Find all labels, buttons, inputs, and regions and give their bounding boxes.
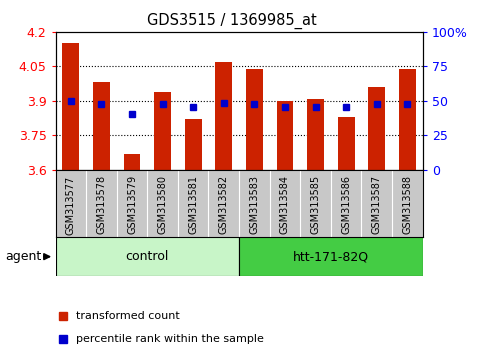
Text: percentile rank within the sample: percentile rank within the sample: [76, 334, 264, 344]
Bar: [185, 119, 201, 170]
Bar: [93, 82, 110, 170]
Text: GSM313582: GSM313582: [219, 175, 229, 234]
Text: GSM313583: GSM313583: [249, 175, 259, 234]
Bar: [246, 69, 263, 170]
Text: GSM313580: GSM313580: [157, 175, 168, 234]
Text: GSM313577: GSM313577: [66, 175, 76, 235]
Bar: [399, 69, 416, 170]
Text: htt-171-82Q: htt-171-82Q: [293, 250, 369, 263]
Bar: [154, 92, 171, 170]
Text: GSM313578: GSM313578: [97, 175, 106, 234]
Bar: [277, 101, 293, 170]
Text: GSM313587: GSM313587: [372, 175, 382, 234]
Text: GSM313579: GSM313579: [127, 175, 137, 234]
Bar: [307, 99, 324, 170]
Bar: [215, 62, 232, 170]
Text: agent: agent: [5, 250, 41, 263]
Text: GSM313586: GSM313586: [341, 175, 351, 234]
Text: GDS3515 / 1369985_at: GDS3515 / 1369985_at: [147, 12, 317, 29]
Bar: [124, 154, 141, 170]
Text: GSM313588: GSM313588: [402, 175, 412, 234]
Bar: [338, 117, 355, 170]
Text: GSM313585: GSM313585: [311, 175, 321, 234]
Text: transformed count: transformed count: [76, 311, 180, 321]
Text: GSM313581: GSM313581: [188, 175, 198, 234]
Bar: [239, 237, 423, 276]
Text: control: control: [126, 250, 169, 263]
Bar: [62, 44, 79, 170]
Bar: [369, 87, 385, 170]
Bar: [56, 237, 239, 276]
Text: GSM313584: GSM313584: [280, 175, 290, 234]
